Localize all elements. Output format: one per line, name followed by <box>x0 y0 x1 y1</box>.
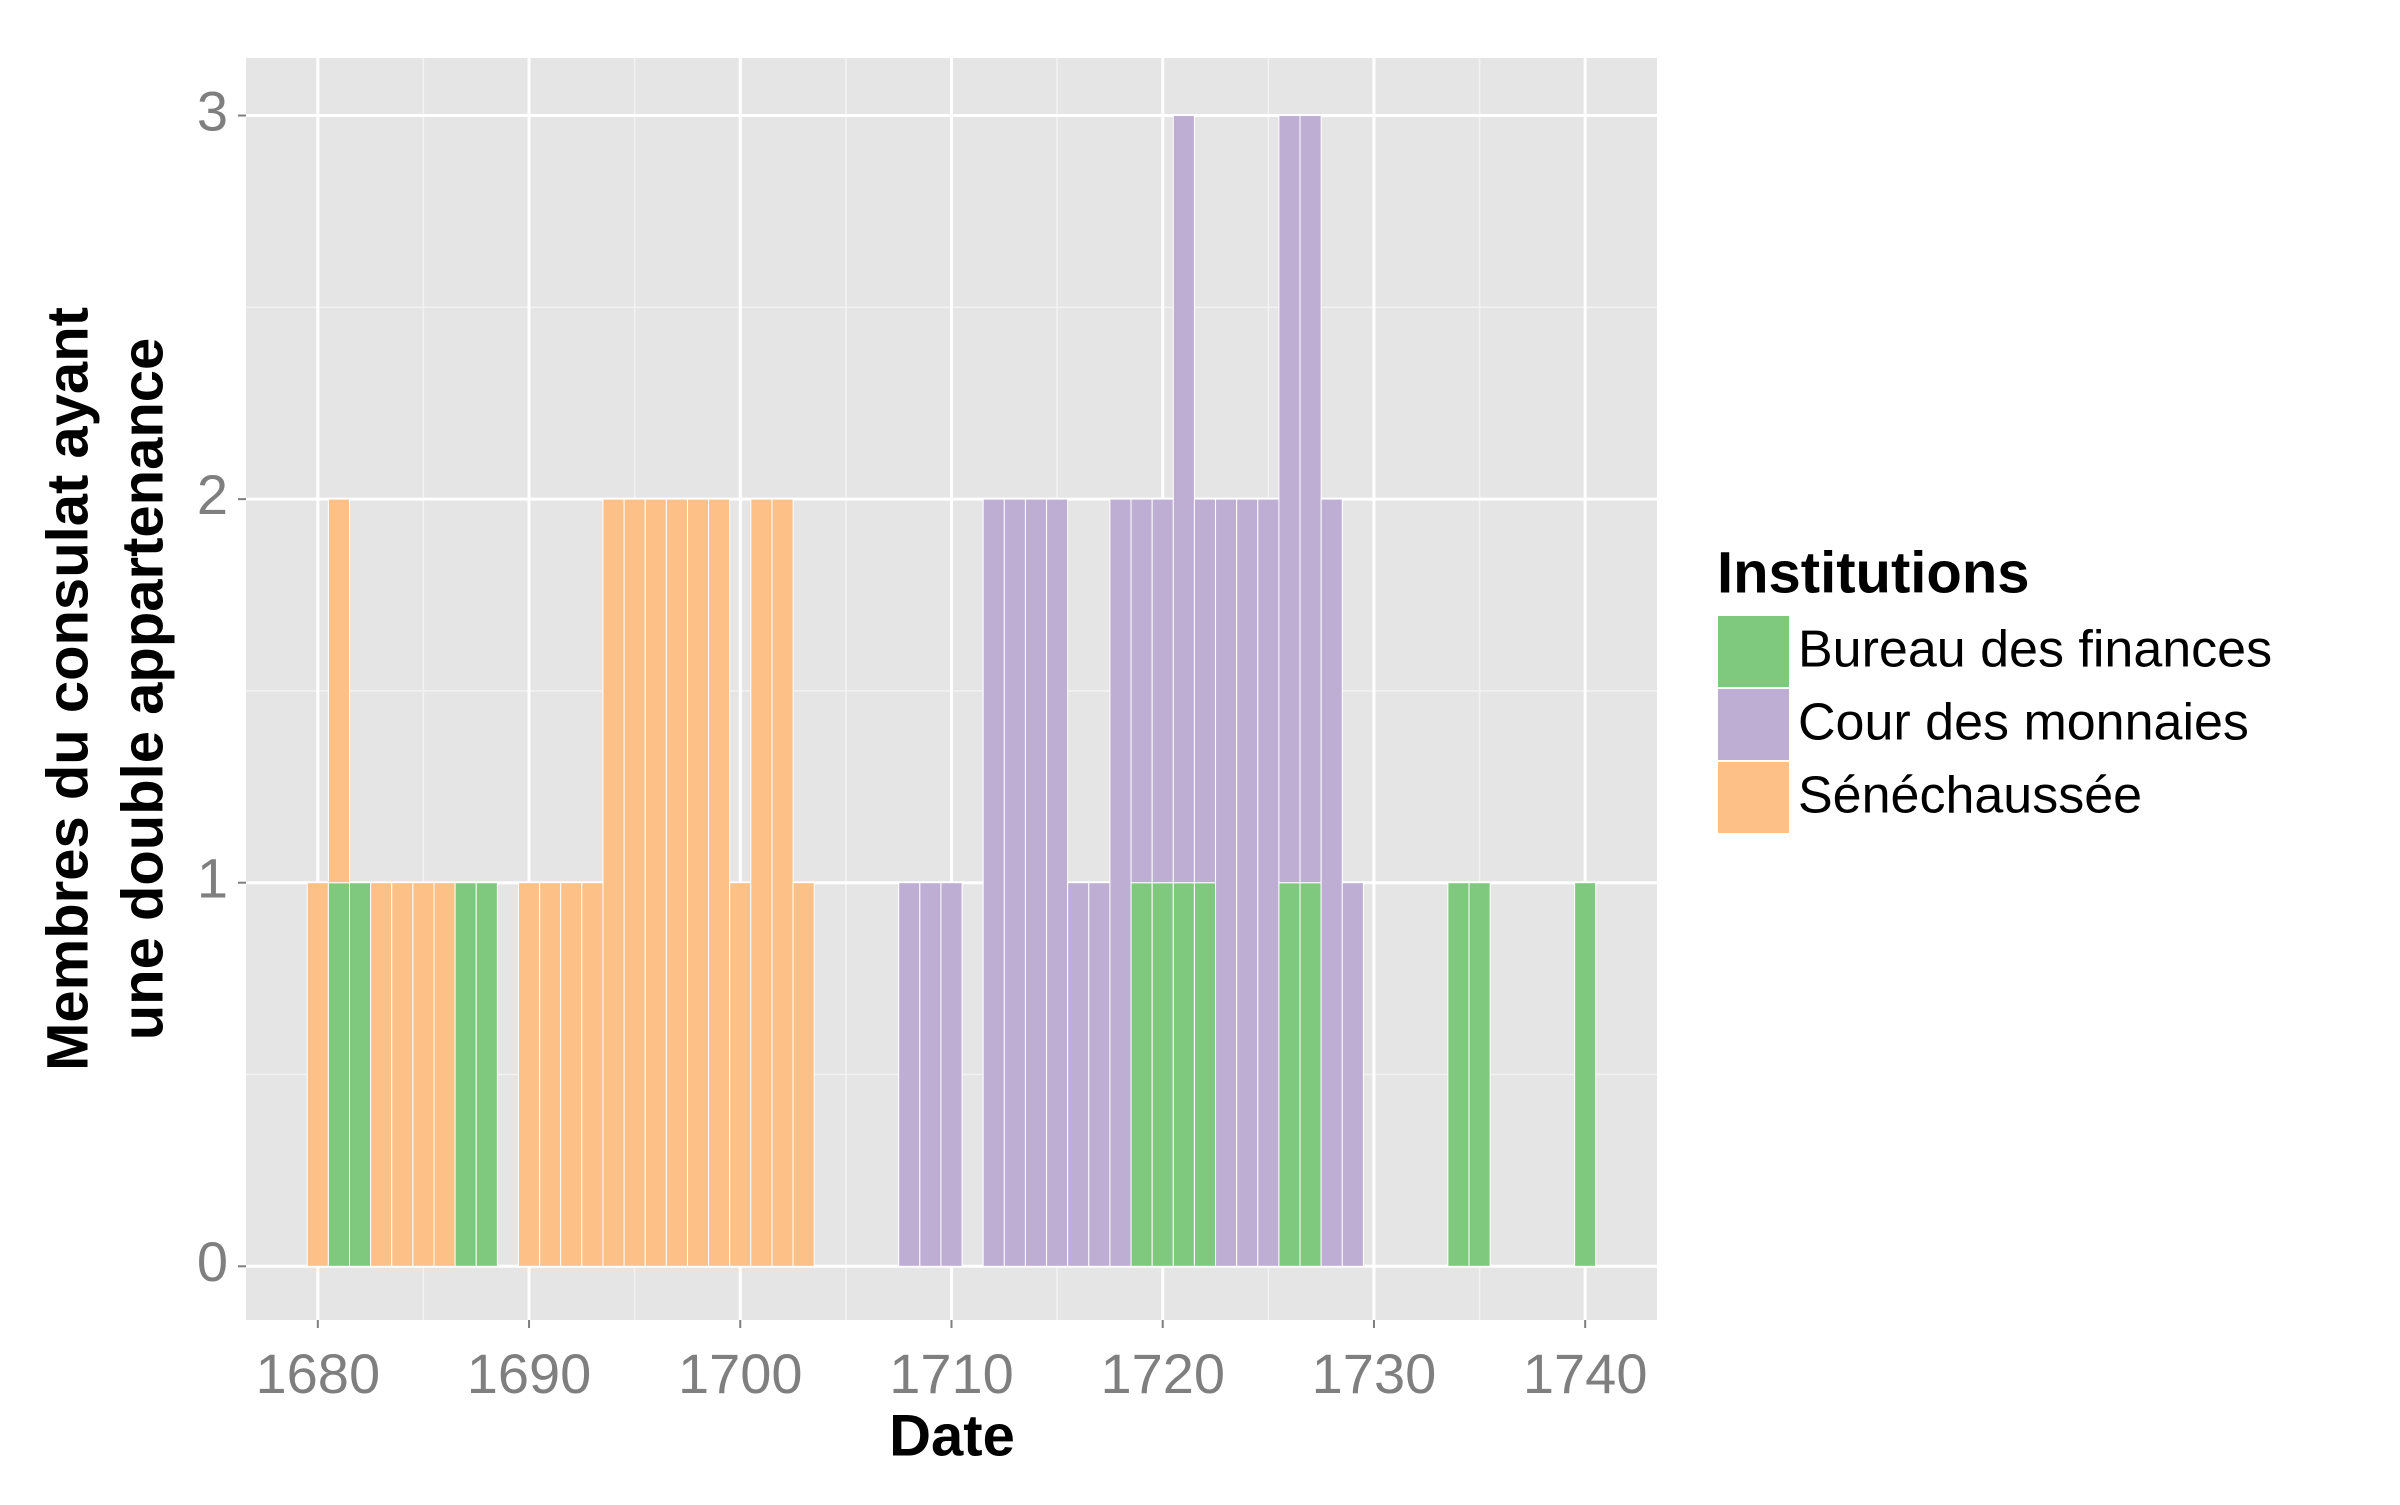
x-tick-label: 1690 <box>467 1342 592 1405</box>
bar <box>1299 115 1322 884</box>
bar <box>708 498 731 1267</box>
legend-label: Sénéchaussée <box>1798 767 2142 825</box>
bar <box>1130 498 1153 884</box>
bar <box>792 882 815 1267</box>
bar <box>1003 498 1026 1267</box>
bar <box>940 882 963 1267</box>
bar <box>327 498 351 884</box>
bar <box>1151 882 1174 1267</box>
bar <box>433 882 456 1267</box>
x-tick-label: 1710 <box>889 1342 1014 1405</box>
bar <box>517 882 541 1267</box>
legend-label: Cour des monnaies <box>1798 694 2249 752</box>
bar <box>665 498 688 1267</box>
bar <box>750 498 773 1267</box>
legend-label: Bureau des finances <box>1798 621 2272 679</box>
bar <box>1278 115 1301 884</box>
y-tick-label: 0 <box>197 1230 228 1293</box>
legend-key <box>1716 687 1791 762</box>
legend-title: Institutions <box>1717 540 2030 605</box>
y-tick-label: 1 <box>197 847 228 910</box>
bar <box>1215 498 1238 1267</box>
bar <box>1299 882 1322 1267</box>
bar <box>391 882 414 1267</box>
bar <box>1278 882 1301 1267</box>
bar <box>1130 882 1153 1267</box>
y-tick-label: 2 <box>197 463 228 526</box>
x-tick-label: 1700 <box>678 1342 803 1405</box>
bar <box>1236 498 1259 1267</box>
bar <box>1193 498 1217 884</box>
bar <box>1320 498 1343 1267</box>
bar <box>898 882 921 1267</box>
x-tick-label: 1740 <box>1523 1342 1648 1405</box>
bar <box>370 882 393 1267</box>
x-tick-label: 1730 <box>1312 1342 1437 1405</box>
bar <box>581 882 604 1267</box>
bar <box>644 498 667 1267</box>
bar <box>919 882 942 1267</box>
bar <box>560 882 583 1267</box>
bar <box>1193 882 1217 1267</box>
x-tick-label: 1720 <box>1100 1342 1225 1405</box>
y-axis-title: une double appartenance <box>110 338 175 1041</box>
bar <box>602 498 625 1267</box>
bar <box>349 882 372 1267</box>
bar <box>1172 882 1195 1267</box>
bar <box>539 882 562 1267</box>
legend-key <box>1716 760 1791 835</box>
bar <box>306 882 329 1267</box>
bar <box>1151 498 1174 884</box>
bar <box>1172 115 1195 884</box>
bar <box>1468 882 1491 1267</box>
bar <box>1067 882 1090 1267</box>
bar <box>412 882 435 1267</box>
bar <box>623 498 646 1267</box>
bar <box>729 882 752 1267</box>
bar <box>982 498 1005 1267</box>
x-tick-label: 1680 <box>256 1342 381 1405</box>
bar <box>686 498 710 1267</box>
bar <box>771 498 794 1267</box>
bar <box>1257 498 1280 1267</box>
bar <box>1046 498 1069 1267</box>
bar <box>1447 882 1470 1267</box>
x-axis-title: Date <box>889 1403 1015 1468</box>
bar <box>1341 882 1364 1267</box>
bar <box>454 882 477 1267</box>
legend-key <box>1716 614 1791 689</box>
bar <box>1109 498 1132 1267</box>
bar <box>327 882 351 1267</box>
bar <box>475 882 498 1267</box>
bar <box>1574 882 1597 1267</box>
y-axis-title: Membres du consulat ayant <box>35 307 100 1071</box>
y-tick-label: 3 <box>197 79 228 142</box>
bar <box>1088 882 1111 1267</box>
bar <box>1024 498 1048 1267</box>
